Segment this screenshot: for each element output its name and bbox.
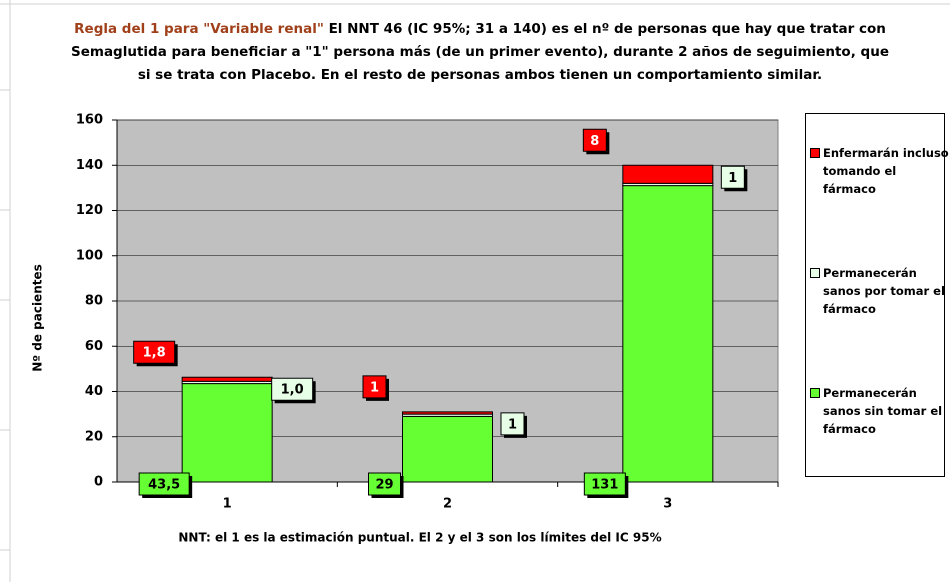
y-tick-label: 140 <box>76 158 103 173</box>
title-text: El NNT 46 (IC 95%; 31 a 140) es el nº de… <box>71 21 889 83</box>
x-tick-label: 2 <box>443 497 452 512</box>
data-label: 1,8 <box>143 346 166 361</box>
legend-label: Enfermarán incluso tomando el fármaco <box>823 146 949 196</box>
bar-segment <box>402 415 493 483</box>
data-label: 1 <box>370 380 379 395</box>
data-label: 1 <box>508 417 517 432</box>
legend-swatch <box>810 148 820 158</box>
bar-segment <box>181 383 273 483</box>
y-tick-label: 60 <box>85 339 103 354</box>
bar-segment <box>181 376 273 382</box>
data-label: 131 <box>591 478 618 493</box>
x-tick-label: 3 <box>663 497 672 512</box>
label-box <box>271 377 314 401</box>
label-box <box>583 472 626 496</box>
data-label: 8 <box>590 134 599 149</box>
legend-item: Permanecerán sanos sin tomar el fármaco <box>810 384 950 438</box>
label-box <box>368 472 401 496</box>
bar-segment <box>402 411 493 415</box>
label-box <box>138 472 190 496</box>
y-tick-label: 20 <box>85 429 103 444</box>
y-tick-label: 80 <box>85 294 103 309</box>
data-label: 29 <box>375 478 393 493</box>
data-label: 1 <box>728 171 737 186</box>
label-box <box>362 375 387 399</box>
legend-item: Permanecerán sanos por tomar el fármaco <box>810 264 950 318</box>
legend-label: Permanecerán sanos por tomar el fármaco <box>823 266 945 316</box>
legend-item: Enfermarán incluso tomando el fármaco <box>810 144 950 198</box>
x-axis-label: NNT: el 1 es la estimación puntual. El 2… <box>178 531 661 545</box>
chart-title: Regla del 1 para "Variable renal" El NNT… <box>70 18 890 87</box>
y-tick-label: 160 <box>76 113 103 128</box>
x-tick-label: 1 <box>223 497 232 512</box>
label-box <box>133 340 176 364</box>
y-axis-label: Nº de pacientes <box>31 264 45 372</box>
bar-segment <box>622 185 714 483</box>
y-tick-label: 40 <box>85 384 103 399</box>
label-box <box>720 165 745 189</box>
y-tick-label: 100 <box>76 248 103 263</box>
y-tick-label: 0 <box>94 475 103 490</box>
label-box <box>500 412 525 436</box>
y-tick-label: 120 <box>76 203 103 218</box>
legend-swatch <box>810 268 820 278</box>
title-lead: Regla del 1 para "Variable renal" <box>74 21 324 37</box>
legend-swatch <box>810 388 820 398</box>
bar-segment <box>622 164 714 184</box>
data-label: 1,0 <box>281 383 304 398</box>
legend-label: Permanecerán sanos sin tomar el fármaco <box>823 386 943 436</box>
label-box <box>582 128 607 152</box>
legend: Permanecerán sanos sin tomar el fármaco P… <box>805 113 949 477</box>
data-label: 43,5 <box>148 478 180 493</box>
